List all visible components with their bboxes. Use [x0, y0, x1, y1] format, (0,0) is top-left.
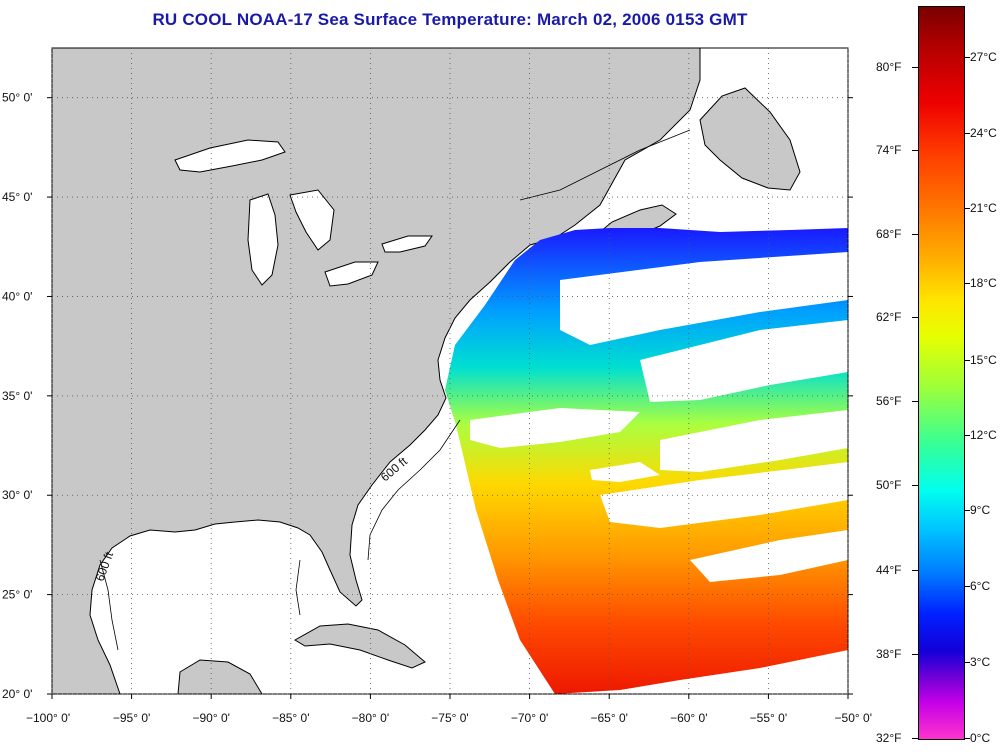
colorbar-celsius-label: 21°C [970, 201, 997, 216]
colorbar-tick [912, 569, 918, 571]
lon-tick-label: −90° 0' [192, 711, 229, 725]
colorbar-tick [912, 401, 918, 403]
colorbar-fahrenheit-label: 38°F [876, 646, 902, 661]
colorbar-tick [964, 434, 970, 436]
colorbar-fahrenheit-label: 80°F [876, 59, 902, 74]
colorbar-fahrenheit-label: 44°F [876, 562, 902, 577]
colorbar-tick [912, 738, 918, 739]
lat-tick-label: 45° 0' [2, 190, 32, 204]
lat-tick-label: 30° 0' [2, 488, 32, 502]
cuba-land [294, 623, 426, 669]
yucatan-land [177, 659, 263, 694]
colorbar-tick [912, 66, 918, 68]
colorbar-tick [912, 233, 918, 235]
lat-tick-label: 20° 0' [2, 687, 32, 701]
lon-tick-label: −100° 0' [26, 711, 70, 725]
colorbar-fahrenheit-label: 50°F [876, 478, 902, 493]
colorbar-celsius-label: 0°C [970, 731, 991, 745]
colorbar-celsius-label: 6°C [970, 579, 991, 594]
lon-tick-label: −60° 0' [670, 711, 707, 725]
latitude-tick-labels: 20° 0' 25° 0' 30° 0' 35° 0' 40° 0' 45° 0' 50° … [2, 91, 853, 701]
colorbar-fahrenheit-label: 32°F [876, 731, 902, 745]
colorbar-tick [964, 359, 970, 361]
colorbar-tick [964, 661, 970, 663]
great-lakes [174, 139, 433, 287]
lon-tick-label: −50° 0' [835, 711, 872, 725]
colorbar-celsius-label: 18°C [970, 276, 997, 291]
lon-tick-label: −55° 0' [750, 711, 787, 725]
lon-tick-label: −75° 0' [431, 711, 468, 725]
colorbar-tick [964, 208, 970, 210]
colorbar-celsius-label: 24°C [970, 125, 997, 140]
map-title: RU COOL NOAA-17 Sea Surface Temperature:… [152, 10, 748, 29]
colorbar-celsius-label: 27°C [970, 50, 997, 65]
lon-tick-label: −80° 0' [352, 711, 389, 725]
colorbar-celsius-label: 15°C [970, 352, 997, 367]
colorbar-tick [912, 653, 918, 655]
lat-tick-label: 40° 0' [2, 289, 32, 303]
colorbar-tick [912, 485, 918, 487]
colorbar-tick [964, 586, 970, 588]
lon-tick-label: −70° 0' [511, 711, 548, 725]
colorbar-celsius-label: 12°C [970, 427, 997, 442]
colorbar-tick [912, 150, 918, 152]
longitude-tick-labels: −100° 0' −95° 0' −90° 0' −85° 0' −80° 0' −75°… [26, 694, 872, 725]
colorbar-tick [964, 283, 970, 285]
colorbar-celsius-label: 3°C [970, 654, 991, 669]
lat-tick-label: 50° 0' [2, 91, 32, 105]
colorbar-fahrenheit-label: 56°F [876, 394, 902, 409]
sst-swath [445, 228, 848, 694]
temperature-colorbar [918, 6, 965, 740]
colorbar-tick [964, 510, 970, 512]
lon-tick-label: −65° 0' [590, 711, 627, 725]
lon-tick-label: −95° 0' [113, 711, 150, 725]
colorbar-fahrenheit-label: 62°F [876, 310, 902, 325]
lat-tick-label: 25° 0' [2, 588, 32, 602]
colorbar-celsius-label: 9°C [970, 503, 991, 518]
colorbar-fahrenheit-label: 68°F [876, 226, 902, 241]
colorbar-tick [964, 738, 970, 739]
colorbar-tick [912, 317, 918, 319]
colorbar-tick [964, 57, 970, 59]
colorbar-tick [964, 132, 970, 134]
lon-tick-label: −85° 0' [272, 711, 309, 725]
newfoundland-land [699, 87, 801, 191]
lat-tick-label: 35° 0' [2, 389, 32, 403]
depth-contour-600ft [99, 129, 691, 651]
colorbar-fahrenheit-label: 74°F [876, 143, 902, 158]
